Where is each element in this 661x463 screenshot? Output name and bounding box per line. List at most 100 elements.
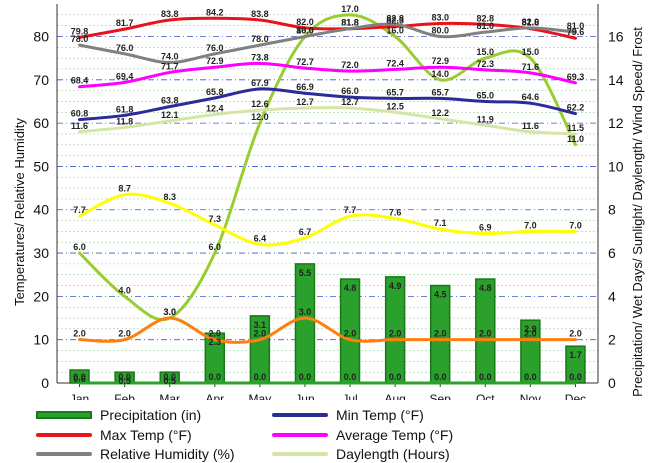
point-wind [303,316,307,320]
point-wind [393,338,397,342]
point-sunlight [438,227,442,231]
data-label-precip: 5.5 [299,268,312,278]
data-label-wetdays: 0.0 [434,372,447,382]
data-label-wetdays: 0.0 [118,372,131,382]
data-label-frost: 3.0 [163,307,176,317]
data-label-wind: 2.0 [524,329,537,339]
legend-label-precipitation: Precipitation (in) [100,407,202,423]
legend-item-daylength: Daylength (Hours) [272,445,450,463]
y-right-tick-label: 8 [608,202,616,218]
point-daylength [393,110,397,114]
data-label-precip: 3.1 [254,320,267,330]
data-label-mintemp: 61.8 [116,104,134,114]
line-daylength [79,106,576,136]
data-label-maxtemp: 84.2 [206,7,224,17]
y-left-tick-label: 70 [33,72,49,88]
legend-item-min-temp: Min Temp (°F) [272,406,424,424]
point-wind [483,338,487,342]
point-sunlight [303,236,307,240]
legend-item-max-temp: Max Temp (°F) [36,426,192,444]
y-left-tick-label: 40 [33,202,49,218]
point-wetdays [258,381,262,385]
point-daylength [78,130,82,134]
point-frost [258,121,262,125]
data-label-mintemp: 65.7 [431,87,449,97]
legend-swatch-average-temp [272,433,328,437]
point-mintemp [528,101,532,105]
point-sunlight [213,223,217,227]
data-label-daylength: 11.6 [71,121,88,131]
point-humidity [348,27,352,31]
point-wind [348,338,352,342]
point-sunlight [78,214,82,218]
point-frost [483,56,487,60]
point-humidity [303,34,307,38]
data-label-daylength: 12.7 [341,97,359,107]
precipitation-bars [69,263,586,384]
point-sunlight [123,193,127,197]
data-label-humidity: 76.0 [116,43,134,53]
point-daylength [213,112,217,116]
data-label-humidity: 81.0 [567,21,585,31]
data-label-precip: 4.5 [434,290,447,300]
data-label-wetdays: 0.0 [163,372,176,382]
point-daylength [303,106,307,110]
data-label-avgtemp: 72.0 [341,60,359,70]
data-label-humidity: 81.8 [341,18,359,28]
plot-area [57,4,598,383]
point-humidity [168,60,172,64]
y-right-tick-label: 0 [608,375,616,391]
point-wind [258,338,262,342]
point-frost [528,56,532,60]
point-maxtemp [78,35,82,39]
x-tick-label: May [249,392,272,400]
data-label-precip: 2.3 [209,337,222,347]
point-wind [123,338,127,342]
point-wetdays [78,381,82,385]
y-right-tick-label: 14 [608,72,624,88]
y-left-tick-label: 50 [33,158,49,174]
point-daylength [348,106,352,110]
data-label-mintemp: 64.6 [522,92,540,102]
y-left-tick-label: 0 [41,375,49,391]
data-label-avgtemp: 71.6 [522,62,540,72]
data-label-sunlight: 7.3 [209,214,222,224]
point-daylength [438,117,442,121]
point-mintemp [573,112,577,116]
point-humidity [438,34,442,38]
legend-label-max-temp: Max Temp (°F) [100,427,192,443]
legend-item-humidity: Relative Humidity (%) [36,445,235,463]
point-avgtemp [258,61,262,65]
data-label-maxtemp: 82.8 [477,13,495,23]
data-label-precip: 4.8 [479,283,492,293]
legend-swatch-precipitation [36,411,92,419]
data-labels: 0.6 0.5 0.5 2.3 3.1 5.5 4.8 4.9 4.5 4.8 2.9 1.7 0.0 0… [71,4,584,386]
point-maxtemp [573,36,577,40]
data-label-precip: 0.5 [163,376,176,386]
series-lines [78,13,577,385]
data-label-maxtemp: 83.0 [431,12,449,22]
data-label-wetdays: 0.0 [73,372,86,382]
data-label-wind: 2.0 [389,329,402,339]
data-label-precip: 1.7 [569,350,582,360]
data-label-wetdays: 0.0 [254,372,267,382]
point-wind [573,338,577,342]
data-label-frost: 6.0 [209,242,222,252]
point-maxtemp [168,18,172,22]
line-wind [79,316,576,344]
point-daylength [483,123,487,127]
data-label-maxtemp: 81.7 [116,18,134,28]
data-label-maxtemp: 81.8 [341,18,359,28]
data-label-humidity: 78.0 [251,34,269,44]
data-label-wetdays: 0.0 [299,372,312,382]
data-label-daylength: 12.7 [296,97,314,107]
data-label-wind: 3.0 [163,307,176,317]
data-label-humidity: 82.8 [386,13,404,23]
y-right-tick-label: 2 [608,332,616,348]
point-frost [438,78,442,82]
point-humidity [258,43,262,47]
point-frost [348,13,352,17]
data-label-daylength: 11.9 [477,114,494,124]
data-label-avgtemp: 72.3 [477,59,495,69]
data-label-frost: 15.0 [477,47,495,57]
